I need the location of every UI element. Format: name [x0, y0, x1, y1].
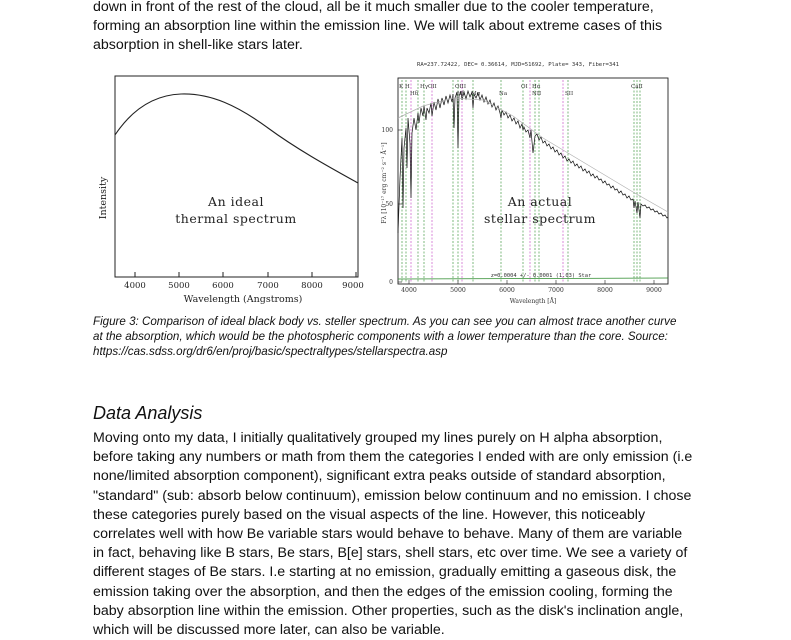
stellar-spectrum-trace — [397, 89, 669, 234]
left-xlabel: Wavelength (Angstroms) — [184, 294, 303, 305]
line-label: SII — [565, 91, 573, 97]
spectrum-header: RA=237.72422, DEC= 0.36614, MJD=51692, P… — [417, 62, 619, 68]
right-yticks: 0 50 100 — [382, 127, 402, 286]
left-xticks: 4000 5000 6000 7000 8000 9000 — [124, 272, 364, 291]
left-plot-frame — [114, 75, 359, 278]
left-xtick-label: 6000 — [212, 281, 234, 291]
right-xtick-label: 8000 — [597, 287, 613, 294]
stellar-spectrum-panel: RA=237.72422, DEC= 0.36614, MJD=51692, P… — [380, 62, 669, 305]
paragraph-line: absorption in shell-like stars later. — [93, 37, 303, 54]
line-label: K — [399, 84, 404, 90]
left-xtick-label: 7000 — [257, 281, 279, 291]
ideal-annotation-line-1: An ideal — [207, 194, 264, 209]
ideal-spectrum-panel: Intensity An ideal thermal spectrum 4000… — [98, 75, 364, 305]
line-label: NII — [532, 91, 541, 97]
line-label: OIII — [455, 84, 466, 90]
blackbody-curve — [114, 93, 359, 184]
paragraph-line: forming an absorption line within the em… — [93, 18, 663, 35]
left-xtick-label: 9000 — [342, 281, 364, 291]
caption-source-link[interactable]: https://cas.sdss.org/dr6/en/proj/basic/s… — [93, 345, 448, 359]
right-xtick-label: 9000 — [646, 287, 662, 294]
paragraph-line: which will be discussed more later, can … — [93, 622, 445, 639]
actual-annotation-line-1: An actual — [507, 194, 573, 209]
right-xtick-label: 6000 — [499, 287, 515, 294]
actual-annotation-line-2: stellar spectrum — [484, 211, 596, 226]
right-plot-frame — [397, 77, 669, 285]
right-xtick-label: 5000 — [450, 287, 466, 294]
paragraph-line: down in front of the rest of the cloud, … — [93, 0, 654, 15]
section-heading: Data Analysis — [93, 403, 203, 423]
left-xtick-label: 8000 — [301, 281, 323, 291]
right-ytick-label: 0 — [389, 279, 393, 286]
paragraph-line: emission taking over the absorption, and… — [93, 583, 673, 600]
right-xtick-label: 4000 — [401, 287, 417, 294]
caption-line: at the absorption, which would be the ph… — [93, 330, 668, 344]
error-trace — [397, 277, 669, 280]
line-label: Hα — [532, 84, 541, 90]
right-ytick-label: 50 — [385, 201, 393, 208]
line-label: OI — [521, 84, 528, 90]
paragraph-line: in fact, behaving like B stars, Be stars… — [93, 545, 688, 562]
line-label: Hδ — [410, 91, 419, 97]
line-label: H — [405, 84, 410, 90]
right-xticks: 4000 5000 6000 7000 8000 9000 — [401, 280, 662, 294]
figure-caption: Figure 3: Comparison of ideal black body… — [93, 314, 703, 360]
spectra-figure: Intensity An ideal thermal spectrum 4000… — [98, 62, 669, 305]
paragraph-line: correlates well with how Be variable sta… — [93, 526, 683, 543]
left-ylabel: Intensity — [98, 176, 109, 219]
right-ylabel: Fλ [10⁻¹⁷ erg cm⁻² s⁻¹ Å⁻¹] — [380, 142, 388, 223]
paragraph-line: before taking any numbers or math from t… — [93, 449, 693, 466]
intro-paragraph: down in front of the rest of the cloud, … — [93, 0, 713, 56]
figure-3: Intensity An ideal thermal spectrum 4000… — [93, 58, 703, 310]
left-xtick-label: 4000 — [124, 281, 146, 291]
line-label: Mg — [471, 91, 481, 97]
left-xtick-label: 5000 — [168, 281, 190, 291]
paragraph-line: these categories purely based on the vis… — [93, 506, 646, 523]
paragraph-line: "standard" (sub: absorb below continuum)… — [93, 487, 692, 504]
line-label: Na — [499, 91, 508, 97]
caption-line: Figure 3: Comparison of ideal black body… — [93, 315, 677, 328]
right-xtick-label: 7000 — [548, 287, 564, 294]
data-analysis-paragraph: Moving onto my data, I initially qualita… — [93, 429, 713, 640]
line-markers — [401, 80, 641, 282]
ideal-annotation-line-2: thermal spectrum — [175, 211, 296, 226]
line-label: Hγ — [420, 84, 429, 90]
paragraph-line: none/limited absorption component), sign… — [93, 468, 666, 485]
paragraph-line: different stages of Be stars. I.e starti… — [93, 564, 677, 581]
continuum-fit — [397, 97, 669, 213]
right-xlabel: Wavelength [Å] — [510, 297, 557, 305]
paragraph-line: baby absorption line within the emission… — [93, 602, 684, 619]
redshift-note: z=0.0004 +/- 0.0001 (1.03) Star — [491, 273, 592, 279]
line-label: OII — [428, 84, 437, 90]
right-ytick-label: 100 — [382, 127, 394, 134]
paragraph-line: Moving onto my data, I initially qualita… — [93, 430, 663, 446]
spectral-line-labels: K H Hδ Hγ OII OIII Hβ Mg Na OI Hα NII SI… — [399, 84, 643, 97]
line-label: CaII — [631, 84, 643, 90]
